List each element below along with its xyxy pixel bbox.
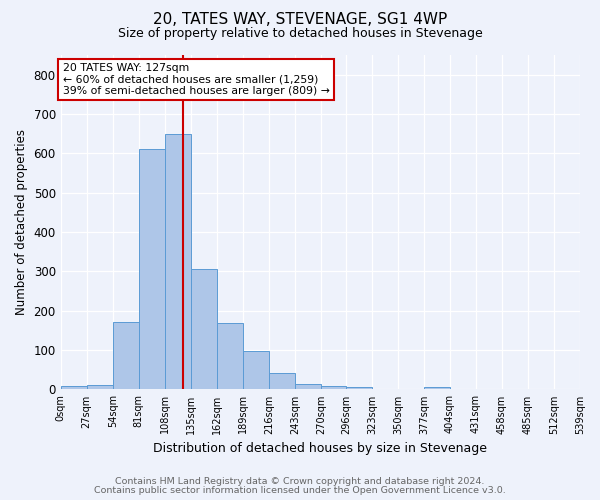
Bar xyxy=(269,373,295,390)
Bar xyxy=(165,134,191,390)
Bar xyxy=(191,270,217,390)
Bar xyxy=(346,388,372,390)
Text: Size of property relative to detached houses in Stevenage: Size of property relative to detached ho… xyxy=(118,28,482,40)
Bar xyxy=(61,386,86,390)
Text: Contains public sector information licensed under the Open Government Licence v3: Contains public sector information licen… xyxy=(94,486,506,495)
Bar xyxy=(295,384,321,390)
Bar xyxy=(139,150,165,390)
Bar xyxy=(321,386,346,390)
Bar xyxy=(86,384,113,390)
Text: 20, TATES WAY, STEVENAGE, SG1 4WP: 20, TATES WAY, STEVENAGE, SG1 4WP xyxy=(153,12,447,28)
Bar xyxy=(243,351,269,390)
Bar xyxy=(217,322,243,390)
Y-axis label: Number of detached properties: Number of detached properties xyxy=(15,129,28,315)
X-axis label: Distribution of detached houses by size in Stevenage: Distribution of detached houses by size … xyxy=(154,442,487,455)
Bar xyxy=(424,387,450,390)
Bar xyxy=(372,388,398,390)
Text: Contains HM Land Registry data © Crown copyright and database right 2024.: Contains HM Land Registry data © Crown c… xyxy=(115,477,485,486)
Bar xyxy=(113,322,139,390)
Text: 20 TATES WAY: 127sqm
← 60% of detached houses are smaller (1,259)
39% of semi-de: 20 TATES WAY: 127sqm ← 60% of detached h… xyxy=(62,63,329,96)
